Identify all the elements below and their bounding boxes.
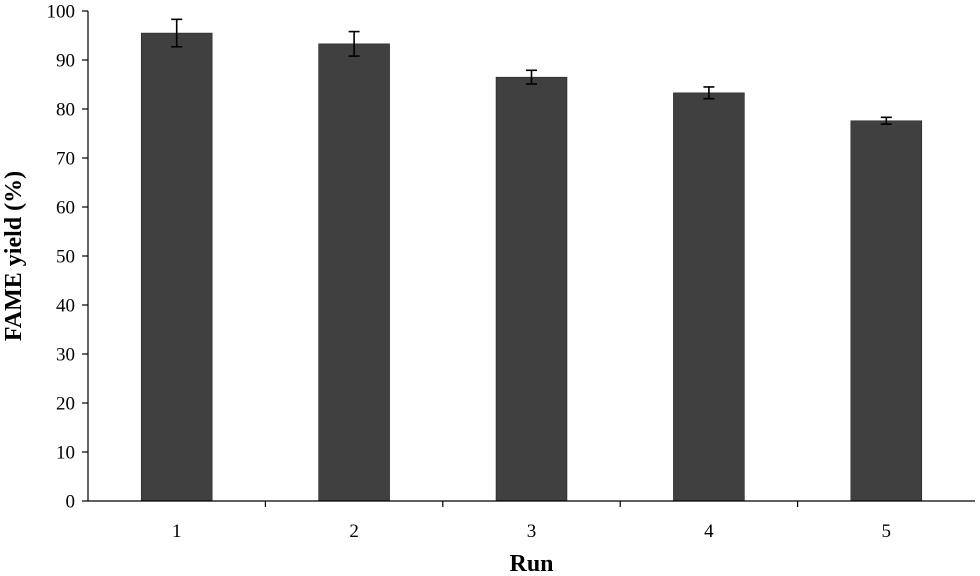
x-axis-ticks: 1 2 3 4 5: [172, 501, 891, 542]
y-tick-label: 10: [56, 443, 75, 464]
bar-run-4: [673, 92, 745, 502]
y-tick-label: 90: [56, 51, 75, 72]
y-axis-title: FAME yield (%): [1, 171, 27, 341]
error-bar-run-3: [526, 69, 537, 85]
bar-run-2: [318, 43, 390, 502]
error-bars: [171, 18, 892, 125]
y-tick-label: 0: [66, 492, 76, 513]
error-bar-run-4: [703, 86, 715, 100]
x-tick-label: 5: [882, 521, 892, 542]
x-axis-title: Run: [509, 551, 553, 576]
bar-run-1: [140, 32, 213, 502]
y-tick-label: 70: [56, 149, 75, 170]
y-tick-label: 80: [56, 100, 75, 121]
y-tick-label: 100: [47, 2, 76, 23]
x-tick-label: 2: [349, 521, 359, 542]
error-bar-run-1: [171, 18, 183, 48]
y-tick-label: 30: [56, 345, 75, 366]
y-tick-label: 50: [56, 247, 75, 268]
y-tick-label: 40: [56, 296, 75, 317]
bar-run-3: [495, 76, 568, 502]
y-axis-ticks: 0 10 20 30 40 50 60 70 80 90 100: [47, 2, 88, 513]
bar-series: [140, 32, 923, 502]
y-tick-label: 20: [56, 394, 75, 415]
bar-run-5: [850, 120, 923, 502]
x-tick-label: 1: [172, 521, 182, 542]
x-tick-label: 3: [527, 521, 537, 542]
y-tick-label: 60: [56, 198, 75, 219]
x-tick-label: 4: [704, 521, 714, 542]
error-bar-run-5: [880, 116, 892, 125]
error-bar-run-2: [348, 30, 360, 57]
